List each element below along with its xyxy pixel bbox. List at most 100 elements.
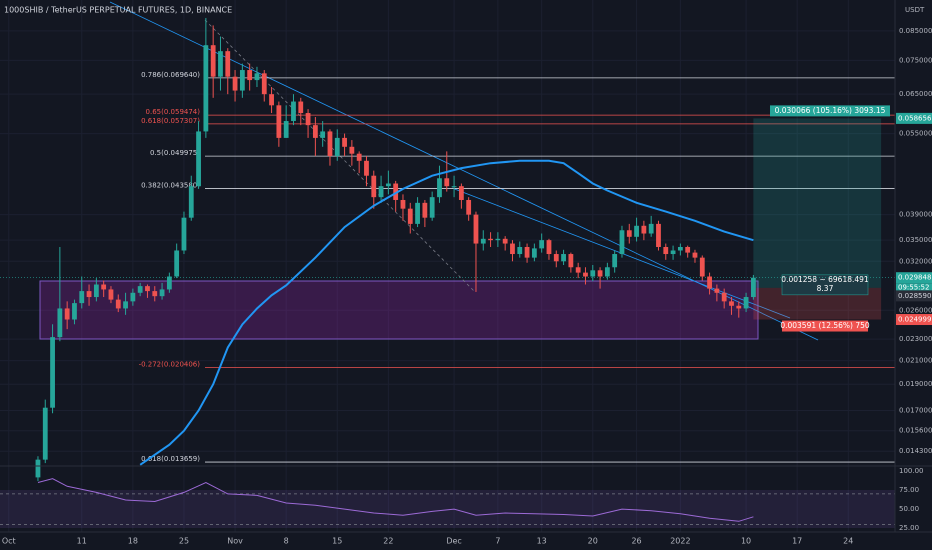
y-tick-label: 0.075000: [899, 56, 932, 64]
candle-body: [334, 137, 340, 157]
candle-body: [568, 254, 574, 268]
candle-body: [137, 286, 143, 293]
x-tick-label: 11: [77, 537, 87, 546]
candle-body: [364, 160, 369, 176]
candle-body: [72, 303, 77, 320]
price-tag-label: 0.058656: [898, 114, 932, 122]
x-tick-label: Nov: [227, 537, 243, 546]
candle-body: [604, 267, 610, 277]
pnl-ratio: 8.37: [817, 284, 834, 293]
candle-body: [422, 202, 428, 218]
x-tick-label: Oct: [2, 537, 16, 546]
x-tick-label: 7: [495, 537, 500, 546]
candle-body: [539, 240, 545, 249]
candle-body: [327, 131, 333, 157]
candle-body: [283, 121, 289, 138]
candle-body: [232, 76, 238, 91]
x-tick-label: 8: [284, 537, 289, 546]
moving-average: [139, 159, 754, 466]
candle-body: [57, 308, 63, 338]
candle-body: [276, 105, 282, 138]
candle-body: [524, 246, 530, 258]
fib-label: 0.618(0.013659): [141, 455, 200, 463]
y-tick-label: 0.035000: [899, 236, 932, 244]
candle-body: [305, 113, 311, 126]
rsi-tick-label: 100.00: [899, 467, 924, 475]
candle-body: [145, 286, 150, 292]
currency: USDT: [905, 6, 925, 14]
y-tick-label: 0.055000: [899, 130, 932, 138]
y-tick-label: 0.021000: [899, 357, 932, 365]
candle-body: [400, 199, 406, 209]
candle-body: [473, 214, 479, 244]
candle-body: [714, 288, 720, 293]
candle-body: [648, 223, 654, 234]
candle-body: [743, 297, 749, 309]
candle-body: [750, 277, 756, 298]
rsi-tick-label: 50.00: [899, 505, 919, 513]
x-tick-label: 13: [537, 537, 547, 546]
candle-body: [480, 238, 486, 244]
candle-body: [291, 101, 296, 122]
y-tick-label: 0.017000: [899, 406, 932, 414]
candle-body: [612, 254, 618, 268]
candle-body: [721, 292, 727, 302]
candle-body: [510, 243, 515, 255]
price-tag: [896, 314, 932, 326]
candle-body: [626, 230, 632, 237]
price-tag: [896, 272, 932, 284]
y-tick-label: 0.065000: [899, 90, 932, 98]
rsi-band: [0, 490, 895, 528]
stop-box: [782, 320, 868, 332]
candle-body: [575, 267, 581, 273]
price-tag: [896, 112, 932, 124]
candle-body: [458, 186, 464, 200]
candle-body: [152, 291, 158, 297]
candle-body: [50, 337, 55, 408]
x-tick-label: Dec: [446, 537, 461, 546]
candle-body: [79, 291, 85, 304]
countdown-box: [896, 283, 932, 293]
y-tick-label: 0.019000: [899, 380, 932, 388]
candle-body: [320, 131, 326, 138]
candle-body: [174, 250, 180, 277]
candle-body: [35, 459, 41, 478]
candle-body: [707, 276, 712, 289]
y-tick-label: 0.015600: [899, 427, 932, 435]
candle-body: [108, 289, 114, 300]
candle-body: [546, 240, 552, 255]
candle-body: [437, 178, 442, 198]
fib-label: 0.786(0.069640): [141, 71, 200, 79]
candle-body: [188, 186, 194, 218]
candle-body: [685, 246, 691, 253]
rsi-tick-label: 25.00: [899, 524, 919, 532]
y-tick-label: 0.085000: [899, 27, 932, 35]
zone: [39, 280, 759, 340]
candle-body: [312, 125, 318, 138]
candle-body: [64, 308, 70, 320]
chart-title: 1000SHIB / TetherUS PERPETUAL FUTURES, 1…: [4, 6, 232, 15]
trend-line: [204, 19, 476, 293]
candle-body: [239, 70, 245, 91]
stop-text: 0.003591 (12.56%) 750: [780, 321, 870, 330]
candle-body: [261, 73, 267, 95]
candle-body: [378, 186, 384, 198]
fib-label: 0.5(0.049975): [150, 149, 200, 157]
fib-label: 0.618(0.057307): [141, 117, 200, 125]
pnl-box: [781, 274, 869, 296]
candle-body: [583, 272, 588, 277]
candle-body: [451, 186, 457, 188]
candle-body: [86, 291, 92, 298]
candle-body: [736, 305, 742, 309]
y-tick-label: 0.026000: [899, 306, 932, 314]
pnl-text: 0.001258 ~ 69618.491: [781, 275, 869, 284]
x-tick-label: 22: [383, 537, 393, 546]
candle-body: [531, 248, 537, 258]
candle-body: [590, 270, 596, 277]
x-tick-label: 20: [588, 537, 598, 546]
x-tick-label: 25: [179, 537, 189, 546]
price-tag-label: 0.024999: [898, 316, 931, 324]
price-tag-label: 0.029848: [898, 274, 931, 282]
price-tag-label: 0.028590: [898, 292, 931, 300]
